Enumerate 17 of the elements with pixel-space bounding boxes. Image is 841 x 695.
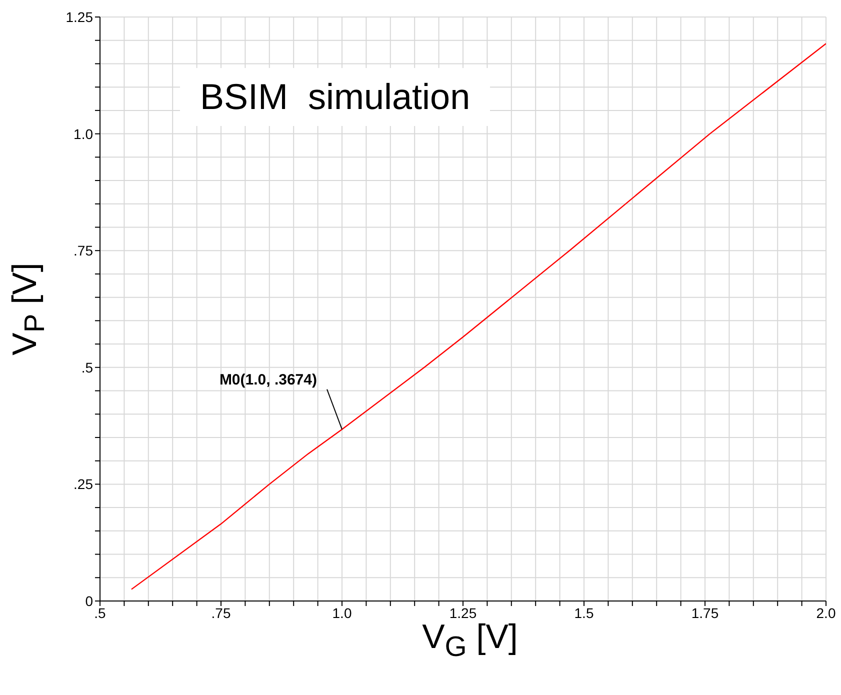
- y-tick-label: .25: [74, 476, 94, 492]
- annotation: BSIM simulation: [180, 68, 490, 126]
- x-tick-label: 1.25: [449, 604, 477, 621]
- y-tick-label: 1.25: [66, 8, 94, 25]
- x-tick-label: .5: [94, 604, 106, 621]
- annotation: M0(1.0, .3674): [219, 371, 317, 388]
- x-tick-label: .75: [211, 604, 231, 621]
- y-tick-label: .5: [81, 359, 94, 376]
- y-tick-label: .75: [74, 242, 94, 259]
- x-tick-label: 1.0: [332, 604, 352, 621]
- x-tick-label: 1.75: [691, 604, 719, 621]
- x-tick-label: 2.0: [816, 604, 836, 621]
- y-tick-label: 1.0: [74, 126, 94, 142]
- line-series: [130, 43, 826, 590]
- x-tick-label: 1.5: [574, 604, 594, 621]
- x-axis-title: V$_{G}$ [V]: [422, 618, 518, 663]
- y-tick-label: 0: [85, 592, 94, 609]
